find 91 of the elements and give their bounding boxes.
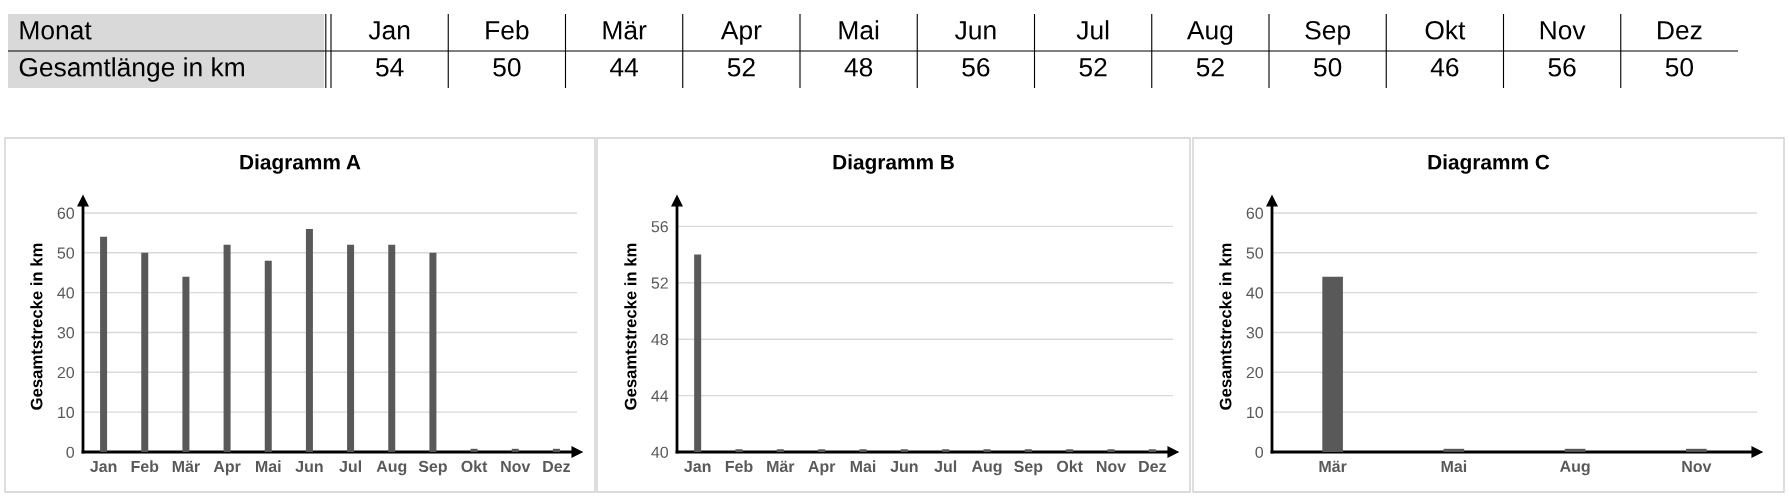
category-label: Mär	[603, 21, 647, 40]
x-tick-label: Jun	[890, 460, 918, 473]
x-tick-label: Feb	[131, 460, 159, 473]
bar	[141, 252, 149, 452]
bar	[305, 228, 313, 452]
x-tick-label: Jan	[90, 460, 117, 473]
category-label: Aug	[1186, 21, 1233, 45]
y-tick-label: 60	[57, 207, 75, 219]
bar	[429, 252, 437, 452]
bar	[552, 448, 560, 452]
data-label: 56	[962, 57, 990, 77]
category-label: Feb	[486, 20, 529, 40]
y-tick-label: 0	[1255, 446, 1264, 458]
chart-title: Diagramm B	[833, 154, 954, 174]
x-tick-label: Dez	[543, 460, 571, 473]
data-label: 50	[493, 57, 521, 77]
y-tick-label: 50	[57, 247, 75, 259]
category-label: Nov	[1540, 21, 1586, 40]
category-label: Apr	[720, 21, 762, 45]
y-tick-label: 10	[58, 406, 75, 419]
data-label: 50	[1314, 57, 1342, 77]
y-tick-label: 60	[1246, 207, 1264, 219]
x-tick-label: Mai	[850, 460, 876, 473]
category-label: Jun	[955, 21, 996, 40]
x-tick-label: Mär	[172, 460, 200, 473]
x-tick-label: Feb	[725, 460, 753, 473]
bar	[388, 244, 396, 452]
text: Gesamtlänge in km	[19, 57, 244, 82]
data-label: 44	[610, 58, 639, 77]
data-label: 48	[844, 57, 873, 77]
data-label: 56	[1548, 57, 1576, 77]
bar	[511, 448, 519, 452]
category-label: Mai	[839, 20, 879, 40]
x-tick-label: Aug	[971, 460, 1002, 476]
y-tick-label: 10	[1247, 406, 1264, 419]
x-tick-label: Sep	[1014, 460, 1043, 476]
x-tick-label: Sep	[418, 460, 447, 476]
x-tick-label: Nov	[1682, 460, 1712, 473]
y-axis-title: Gesamtstrecke in km	[624, 243, 637, 410]
bar	[100, 236, 108, 452]
x-tick-label: Apr	[808, 460, 836, 476]
y-axis-title: Gesamtstrecke in km	[1219, 243, 1232, 410]
y-tick-label: 44	[651, 390, 669, 402]
x-tick-label: Nov	[1096, 460, 1127, 473]
chart-title: Diagramm A	[240, 154, 361, 174]
x-tick-label: Jun	[295, 460, 323, 473]
x-tick-label: Jul	[339, 460, 361, 473]
x-tick-label: Dez	[1139, 460, 1166, 473]
y-tick-label: 56	[651, 221, 668, 233]
category-label: Okt	[1425, 20, 1466, 40]
y-tick-label: 20	[1246, 366, 1264, 379]
y-tick-label: 30	[1246, 327, 1264, 339]
data-label: 46	[1430, 57, 1459, 77]
x-tick-label: Aug	[376, 460, 407, 476]
x-tick-label: Mär	[767, 460, 795, 473]
x-tick-label: Aug	[1560, 460, 1590, 476]
x-tick-label: Apr	[213, 460, 241, 476]
data-label: 50	[1665, 57, 1694, 77]
y-tick-label: 52	[651, 277, 668, 289]
x-tick-label: Jan	[684, 460, 711, 473]
y-tick-label: 40	[1246, 287, 1264, 299]
bar	[264, 260, 272, 452]
bar	[347, 244, 355, 452]
category-label: Sep	[1305, 20, 1350, 45]
x-tick-label: Mär	[1319, 460, 1347, 473]
x-tick-label: Jul	[934, 460, 957, 473]
y-tick-label: 48	[651, 333, 668, 346]
y-tick-label: 0	[66, 446, 75, 458]
bar	[470, 448, 478, 452]
y-tick-label: 40	[57, 287, 75, 299]
x-tick-label: Nov	[501, 460, 531, 473]
x-tick-label: Okt	[1057, 460, 1083, 473]
y-axis-title: Gesamtstrecke in km	[30, 243, 43, 410]
category-label: Jan	[368, 21, 410, 40]
data-label: 52	[1079, 57, 1107, 77]
x-tick-label: Mai	[256, 460, 281, 473]
y-tick-label: 20	[57, 366, 75, 379]
y-tick-label: 30	[57, 327, 75, 339]
bar	[223, 244, 231, 452]
x-tick-label: Okt	[461, 460, 488, 473]
data-label: 54	[376, 58, 404, 77]
data-label: 52	[1196, 57, 1224, 77]
x-tick-label: Mai	[1441, 460, 1467, 473]
y-tick-label: 50	[1246, 247, 1264, 259]
data-label: 52	[727, 57, 755, 77]
bar	[182, 276, 190, 452]
category-label: Dez	[1658, 21, 1702, 40]
category-label: Jul	[1076, 20, 1109, 40]
y-tick-label: 40	[651, 446, 669, 458]
chart-title: Diagramm C	[1428, 154, 1550, 174]
text: Monat	[20, 21, 92, 40]
